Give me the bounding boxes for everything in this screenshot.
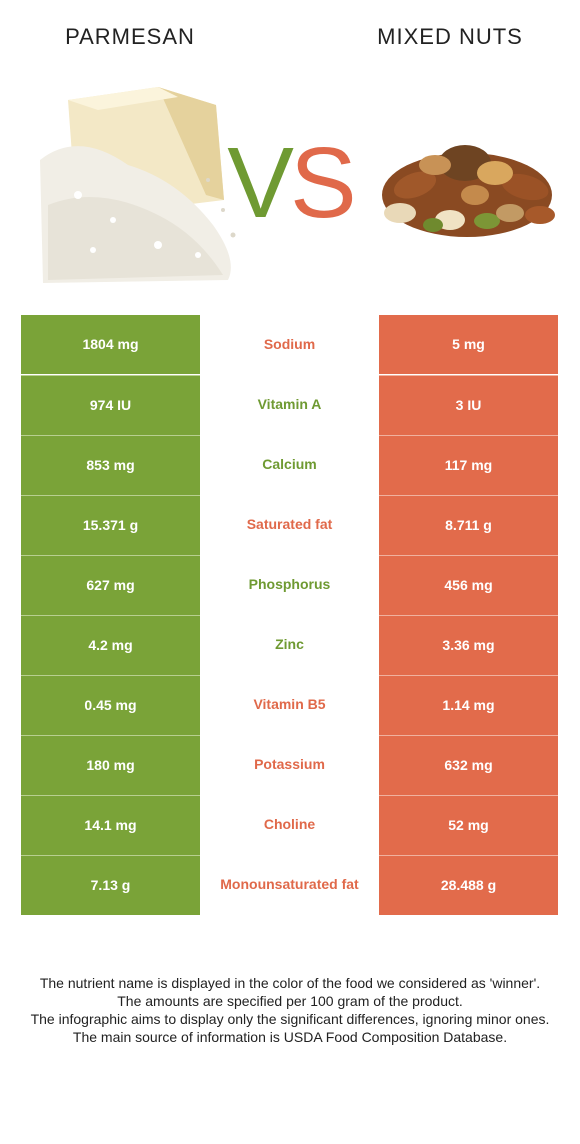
parmesan-value: 7.13 g bbox=[21, 855, 200, 915]
parmesan-value: 627 mg bbox=[21, 555, 200, 615]
parmesan-value: 14.1 mg bbox=[21, 795, 200, 855]
footnote: The nutrient name is displayed in the co… bbox=[15, 974, 565, 1046]
nutrient-name: Zinc bbox=[200, 615, 379, 674]
footnote-line: The nutrient name is displayed in the co… bbox=[39, 975, 541, 991]
nutrient-name: Potassium bbox=[200, 735, 379, 794]
nutrient-name: Choline bbox=[200, 795, 379, 854]
table-row: 0.45 mg Vitamin B5 1.14 mg bbox=[21, 675, 558, 735]
parmesan-value: 15.371 g bbox=[21, 495, 200, 555]
parmesan-value: 974 IU bbox=[21, 375, 200, 435]
table-row: 974 IU Vitamin A 3 IU bbox=[21, 375, 558, 435]
parmesan-value: 4.2 mg bbox=[21, 615, 200, 675]
nutrient-name: Calcium bbox=[200, 435, 379, 494]
nutrient-name: Sodium bbox=[200, 315, 379, 374]
footnote-line: The main source of information is USDA F… bbox=[72, 1029, 508, 1045]
mixed-nuts-image bbox=[382, 145, 555, 237]
nutrient-name: Saturated fat bbox=[200, 495, 379, 554]
footnote-line: The infographic aims to display only the… bbox=[30, 1011, 550, 1027]
mixed-nuts-value: 1.14 mg bbox=[379, 675, 558, 735]
parmesan-value: 1804 mg bbox=[21, 315, 200, 374]
nutrient-name: Phosphorus bbox=[200, 555, 379, 614]
nutrient-name: Monounsaturated fat bbox=[200, 855, 379, 914]
mixed-nuts-value: 632 mg bbox=[379, 735, 558, 795]
vs-label: VS bbox=[225, 127, 357, 239]
parmesan-value: 180 mg bbox=[21, 735, 200, 795]
table-row: 180 mg Potassium 632 mg bbox=[21, 735, 558, 795]
nutrient-name: Vitamin B5 bbox=[200, 675, 379, 734]
mixed-nuts-value: 117 mg bbox=[379, 435, 558, 495]
table-row: 1804 mg Sodium 5 mg bbox=[21, 315, 558, 375]
footnote-line: The amounts are specified per 100 gram o… bbox=[117, 993, 463, 1009]
right-food-title: MIXED NUTS bbox=[377, 24, 523, 49]
table-row: 14.1 mg Choline 52 mg bbox=[21, 795, 558, 855]
mixed-nuts-value: 3 IU bbox=[379, 375, 558, 435]
parmesan-value: 853 mg bbox=[21, 435, 200, 495]
table-row: 4.2 mg Zinc 3.36 mg bbox=[21, 615, 558, 675]
table-row: 627 mg Phosphorus 456 mg bbox=[21, 555, 558, 615]
mixed-nuts-value: 8.711 g bbox=[379, 495, 558, 555]
nutrient-comparison-table: 1804 mg Sodium 5 mg 974 IU Vitamin A 3 I… bbox=[21, 315, 558, 915]
parmesan-value: 0.45 mg bbox=[21, 675, 200, 735]
table-row: 7.13 g Monounsaturated fat 28.488 g bbox=[21, 855, 558, 915]
mixed-nuts-value: 3.36 mg bbox=[379, 615, 558, 675]
parmesan-image bbox=[40, 87, 236, 283]
nutrient-name: Vitamin A bbox=[200, 375, 379, 434]
vs-s-letter: S bbox=[290, 127, 357, 239]
mixed-nuts-value: 5 mg bbox=[379, 315, 558, 374]
mixed-nuts-value: 456 mg bbox=[379, 555, 558, 615]
mixed-nuts-value: 52 mg bbox=[379, 795, 558, 855]
table-row: 853 mg Calcium 117 mg bbox=[21, 435, 558, 495]
left-food-title: PARMESAN bbox=[65, 24, 195, 49]
mixed-nuts-value: 28.488 g bbox=[379, 855, 558, 915]
table-row: 15.371 g Saturated fat 8.711 g bbox=[21, 495, 558, 555]
vs-v-letter: V bbox=[227, 127, 294, 239]
